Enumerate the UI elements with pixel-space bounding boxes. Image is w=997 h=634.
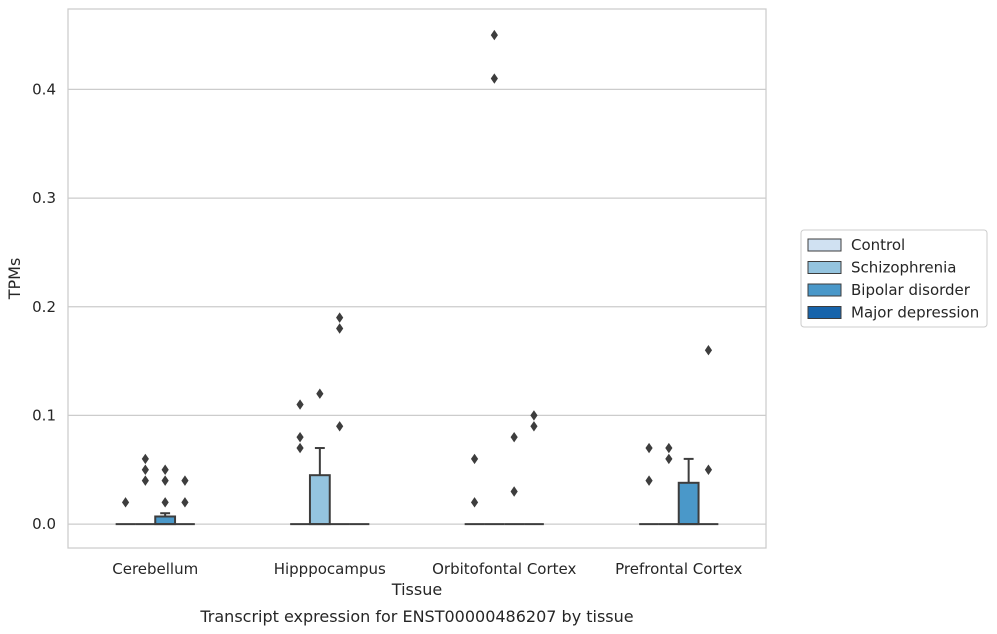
legend-frame — [800, 229, 988, 328]
legend-items: Control Schizophrenia Bipolar disorder Majo… — [807, 236, 979, 322]
outlier-point — [470, 453, 479, 465]
legend-swatch — [807, 261, 842, 274]
outlier-point — [161, 497, 169, 508]
outlier-point — [470, 497, 479, 508]
outlier-point — [161, 475, 169, 486]
outlier-point — [336, 323, 344, 334]
outlier-point — [296, 431, 304, 443]
outlier-point — [121, 497, 130, 508]
outlier-point — [141, 464, 149, 475]
legend-label: Control — [851, 236, 905, 254]
y-tick-label: 0.3 — [32, 189, 56, 207]
outlier-point — [181, 475, 189, 486]
x-tick-labels: Cerebellum Hipppocampus Orbitofontal Corte… — [112, 560, 742, 578]
box-series-layer — [115, 29, 719, 526]
y-tick-label: 0.2 — [32, 298, 56, 316]
outlier-point — [530, 421, 538, 432]
box-hipppocampus-bipolar-disorder — [329, 312, 350, 526]
x-tick-label: Cerebellum — [112, 560, 198, 578]
legend-swatch — [807, 283, 842, 297]
outlier-point — [665, 453, 673, 465]
legend-item: Major depression — [807, 304, 979, 322]
outlier-point — [336, 312, 344, 323]
box-prefrontal-cortex-bipolar-disorder — [677, 457, 700, 526]
box-prefrontal-cortex-schizophrenia — [658, 442, 679, 526]
outlier-point — [296, 442, 304, 454]
chart-caption: Transcript expression for ENST0000048620… — [199, 607, 633, 626]
legend-label: Bipolar disorder — [851, 281, 971, 299]
box-orbitofontal-cortex-control — [464, 453, 485, 526]
box-cerebellum-major-depression — [175, 475, 195, 526]
box-hipppocampus-schizophrenia — [308, 388, 331, 526]
y-tick-labels: 0.0 0.1 0.2 0.3 0.4 — [32, 80, 56, 533]
outlier-point — [645, 475, 653, 486]
outlier-point — [490, 29, 498, 41]
box-cerebellum-schizophrenia — [135, 453, 156, 526]
legend-swatch — [807, 306, 842, 319]
y-axis-label: TPMs — [5, 258, 24, 301]
outlier-point — [336, 421, 344, 432]
legend-item: Schizophrenia — [807, 259, 956, 277]
outlier-point — [704, 345, 713, 356]
outlier-point — [490, 73, 498, 84]
outlier-point — [510, 431, 518, 443]
outlier-point — [316, 388, 324, 399]
legend-item: Bipolar disorder — [807, 281, 971, 299]
outlier-point — [645, 442, 653, 454]
box — [308, 474, 331, 526]
box-hipppocampus-control — [290, 399, 310, 526]
legend-item: Control — [807, 236, 905, 254]
outlier-point — [530, 410, 538, 421]
box-prefrontal-cortex-control — [639, 442, 659, 526]
y-tick-label: 0.4 — [32, 80, 56, 98]
legend-swatch — [807, 238, 842, 252]
x-tick-label: Prefrontal Cortex — [615, 560, 742, 578]
outlier-point — [704, 464, 713, 475]
outlier-point — [181, 497, 189, 508]
box-prefrontal-cortex-major-depression — [698, 345, 719, 526]
x-axis-label: Tissue — [391, 580, 442, 599]
outlier-point — [296, 399, 304, 410]
box-orbitofontal-cortex-major-depression — [524, 410, 544, 526]
outlier-point — [161, 464, 169, 475]
plot-area-frame — [67, 8, 767, 549]
box-orbitofontal-cortex-schizophrenia — [484, 29, 505, 526]
x-tick-label: Hipppocampus — [274, 560, 386, 578]
box-orbitofontal-cortex-bipolar-disorder — [504, 431, 525, 526]
outlier-point — [510, 486, 518, 497]
box-cerebellum-bipolar-disorder — [154, 464, 177, 526]
x-tick-label: Orbitofontal Cortex — [432, 560, 576, 578]
legend-label: Major depression — [851, 304, 979, 322]
legend: Control Schizophrenia Bipolar disorder Majo… — [800, 229, 988, 328]
box — [677, 481, 700, 526]
outlier-point — [141, 475, 149, 486]
legend-label: Schizophrenia — [851, 259, 956, 277]
y-tick-label: 0.0 — [32, 515, 56, 533]
y-tick-label: 0.1 — [32, 406, 56, 424]
outlier-point — [141, 453, 149, 465]
outlier-point — [665, 442, 673, 454]
box — [154, 515, 177, 526]
box-cerebellum-control — [115, 497, 136, 526]
